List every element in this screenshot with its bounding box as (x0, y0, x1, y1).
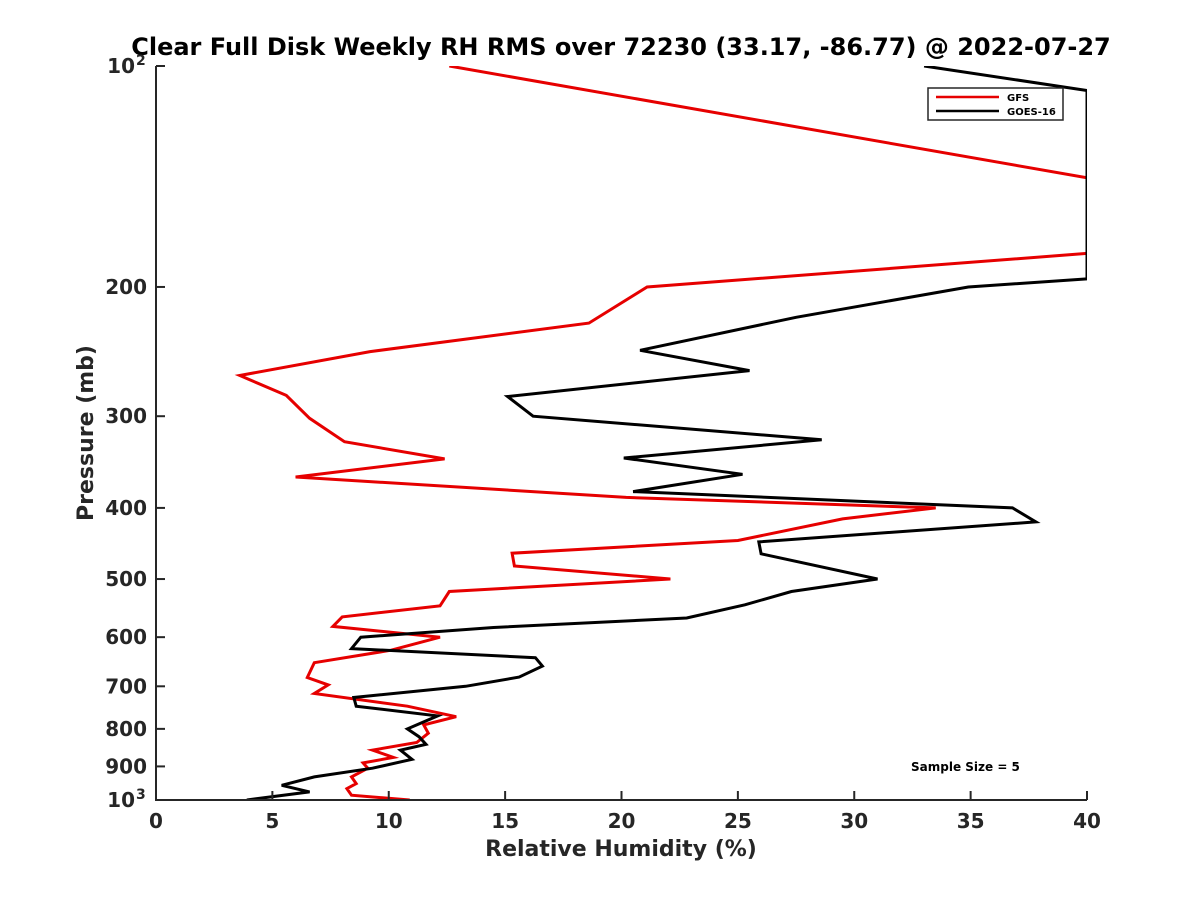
x-tick-label: 30 (840, 809, 868, 833)
y-axis-label: Pressure (mb) (74, 345, 99, 521)
sample-size-annotation: Sample Size = 5 (911, 760, 1020, 774)
y-tick-label: 600 (105, 625, 147, 649)
y-tick-label: 10 (107, 788, 135, 812)
x-tick-label: 40 (1073, 809, 1101, 833)
legend-label-gfs: GFS (1007, 93, 1029, 104)
x-tick-label: 5 (265, 809, 279, 833)
x-tick-label: 10 (375, 809, 403, 833)
y-tick-label: 800 (105, 717, 147, 741)
y-tick-label: 400 (105, 496, 147, 520)
x-tick-label: 20 (608, 809, 636, 833)
y-tick-exponent: 2 (136, 53, 146, 69)
y-tick-label: 700 (105, 674, 147, 698)
x-tick-label: 0 (149, 809, 163, 833)
legend-label-goes16: GOES-16 (1007, 107, 1056, 118)
legend: GFS GOES-16 (927, 87, 1064, 121)
y-tick-label: 10 (107, 54, 135, 78)
x-axis-label: Relative Humidity (%) (485, 837, 757, 862)
legend-box (927, 87, 1064, 121)
x-tick-label: 25 (724, 809, 752, 833)
y-tick-label: 500 (105, 567, 147, 591)
chart-title: Clear Full Disk Weekly RH RMS over 72230… (131, 33, 1111, 61)
series-line-gfs (234, 66, 1087, 800)
x-tick-label: 15 (491, 809, 519, 833)
x-axis-ticks: 0 5 10 15 20 25 30 35 40 (149, 791, 1101, 833)
y-tick-exponent: 3 (136, 787, 146, 803)
y-tick-label: 200 (105, 275, 147, 299)
y-tick-label: 900 (105, 754, 147, 778)
x-tick-label: 35 (957, 809, 985, 833)
series-line-goes16 (246, 66, 1087, 800)
series-layer (234, 66, 1087, 800)
y-tick-label: 300 (105, 404, 147, 428)
